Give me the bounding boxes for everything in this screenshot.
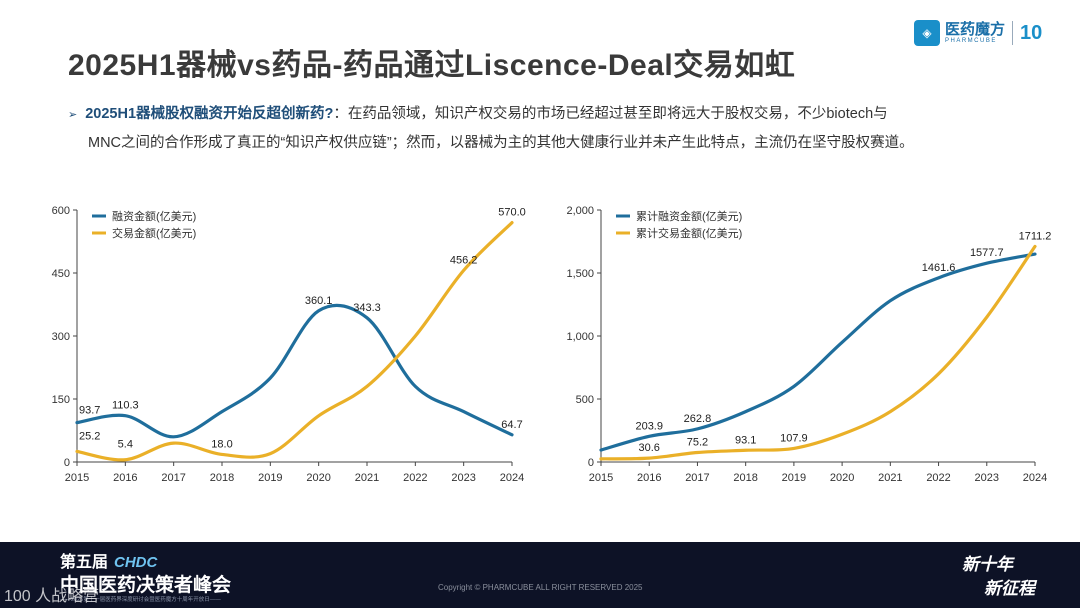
L-x-tick-label: 2019	[258, 472, 282, 484]
footer-banner: 第五届 CHDC 中国医药决策者峰会 ——2025第十一届医药界深度研讨会暨医药魔…	[0, 542, 1080, 608]
chart-cumulative: 0 500 1,000 1,500 2,000 2015 2016 2017 2018 2019 2…	[566, 205, 1052, 484]
R-y-tick-label: 1,000	[566, 331, 594, 343]
R-legend-label: 累计交易金额(亿美元)	[636, 226, 742, 240]
R-data-label: 262.8	[684, 413, 712, 425]
R-data-label: 203.9	[635, 420, 663, 432]
logo-cn: 医药魔方	[945, 21, 1006, 38]
footer-summit: 中国医药决策者峰会	[60, 575, 232, 596]
L-data-label: 456.2	[450, 254, 478, 266]
R-x-tick-label: 2022	[926, 472, 950, 484]
L-x-tick-label: 2016	[113, 472, 137, 484]
L-x-tick-label: 2017	[161, 472, 185, 484]
R-y-tick-label: 500	[576, 394, 594, 406]
footer-copyright: Copyright © PHARMCUBE ALL RIGHT RESERVED…	[438, 583, 643, 592]
R-series-line-0	[599, 252, 1037, 452]
L-legend-label: 交易金额(亿美元)	[112, 226, 196, 240]
L-data-label: 360.1	[305, 295, 333, 307]
R-x-tick-label: 2018	[733, 472, 757, 484]
R-y-tick-label: 1,500	[566, 268, 594, 280]
L-y-tick-label: 150	[52, 394, 70, 406]
R-data-label: 93.1	[735, 434, 756, 446]
logo-en: PHARMCUBE	[945, 38, 997, 44]
R-series-line-1	[599, 244, 1037, 461]
anniversary-mark: 10	[1020, 21, 1043, 44]
L-data-label: 343.3	[353, 302, 381, 314]
L-data-label: 25.2	[79, 430, 100, 442]
L-x-tick-label: 2024	[500, 472, 524, 484]
footer-slogan-2: 新征程	[984, 579, 1035, 598]
chart-financing-vs-deals: 0 150 300 450 600 2015 2016 2017 2018 2019 2020 202…	[52, 205, 526, 484]
R-x-tick-label: 2021	[878, 472, 902, 484]
L-data-label: 5.4	[118, 439, 133, 451]
R-legend-label: 累计融资金额(亿美元)	[636, 209, 742, 223]
watermark: 100 人战略营	[4, 588, 100, 605]
R-y-tick-label: 0	[588, 457, 594, 469]
R-x-tick-label: 2015	[589, 472, 613, 484]
bullet-arrow-icon: ➢	[68, 109, 78, 121]
L-data-label: 570.0	[498, 207, 526, 219]
R-data-label: 75.2	[687, 437, 708, 449]
R-data-label: 1461.6	[922, 262, 956, 274]
L-y-tick-label: 450	[52, 268, 70, 280]
R-x-tick-label: 2019	[782, 472, 806, 484]
footer-edition: 第五届 CHDC	[60, 554, 158, 571]
L-x-tick-label: 2020	[306, 472, 330, 484]
L-series-line-0	[75, 303, 514, 439]
footer-slogan-1: 新十年	[962, 555, 1013, 574]
footer-subtitle: ——2025第十一届医药界深度研讨会暨医药魔方十周年开放日——	[60, 597, 221, 603]
bullet-text-2: MNC之间的合作形成了真正的“知识产权供应链”；然而，以器械为主的其他大健康行业…	[88, 135, 914, 151]
bullet-text-1: ：在药品领域，知识产权交易的市场已经超过甚至即将远大于股权交易，不少biotec…	[333, 106, 888, 122]
logo-divider	[1012, 21, 1014, 45]
footer-chdc: CHDC	[114, 554, 158, 571]
bullet-lead: 2025H1器械股权融资开始反超创新药?	[85, 106, 334, 122]
L-legend-label: 融资金额(亿美元)	[112, 209, 196, 223]
L-data-label: 18.0	[211, 438, 232, 450]
L-y-tick-label: 0	[64, 457, 70, 469]
R-x-tick-label: 2020	[830, 472, 854, 484]
page-title: 2025H1器械vs药品-药品通过Liscence-Deal交易如虹	[68, 49, 796, 82]
R-x-tick-label: 2016	[637, 472, 661, 484]
R-x-tick-label: 2023	[975, 472, 999, 484]
L-x-tick-label: 2015	[65, 472, 89, 484]
L-series-line-1	[75, 221, 514, 462]
L-x-tick-label: 2023	[451, 472, 475, 484]
L-data-label: 93.7	[79, 405, 100, 417]
R-data-label: 30.6	[639, 442, 660, 454]
R-x-tick-label: 2024	[1023, 472, 1047, 484]
L-x-tick-label: 2018	[210, 472, 234, 484]
R-data-label: 1577.7	[970, 247, 1004, 259]
L-data-label: 64.7	[501, 419, 522, 431]
R-x-tick-label: 2017	[685, 472, 709, 484]
L-x-tick-label: 2021	[355, 472, 379, 484]
L-data-label: 110.3	[112, 400, 139, 412]
R-data-label: 107.9	[780, 432, 808, 444]
R-y-tick-label: 2,000	[566, 205, 594, 217]
L-y-tick-label: 600	[52, 205, 70, 217]
L-y-tick-label: 300	[52, 331, 70, 343]
L-x-tick-label: 2022	[403, 472, 427, 484]
cube-icon: ◈	[914, 20, 940, 46]
pharmcube-logo: ◈ 医药魔方 PHARMCUBE 10	[914, 18, 1042, 48]
bullet-paragraph: ➢ 2025H1器械股权融资开始反超创新药?：在药品领域，知识产权交易的市场已经超…	[68, 100, 1028, 157]
R-data-label: 1711.2	[1019, 230, 1052, 242]
